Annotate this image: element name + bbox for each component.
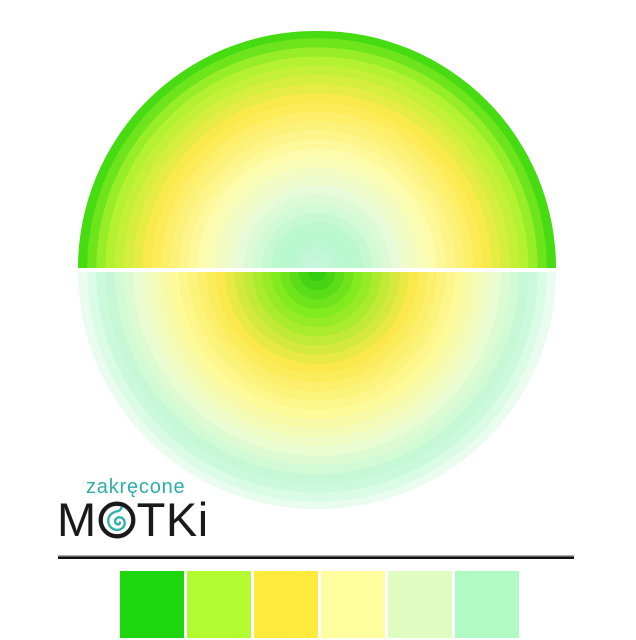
palette-swatch-green [120, 571, 184, 638]
palette-swatch-light-yellow [321, 571, 385, 638]
brand-logo: zakręcone M TKi [57, 476, 209, 546]
gradient-circle-top-half [78, 31, 556, 268]
palette-swatch-mint [455, 571, 519, 638]
palette-swatch-yellow [254, 571, 318, 638]
logo-tagline: zakręcone [86, 476, 186, 498]
yarn-spiral-o-icon [98, 501, 136, 539]
wordmark-suffix: TKi [136, 493, 209, 546]
gradient-circle-bottom-half [78, 272, 556, 509]
wordmark-prefix: M [57, 493, 97, 546]
palette-swatch-yellow-green [187, 571, 251, 638]
palette-swatch-pale-green [388, 571, 452, 638]
color-palette-row [120, 571, 519, 638]
logo-wordmark: M TKi [57, 493, 209, 546]
divider-line [58, 555, 574, 559]
